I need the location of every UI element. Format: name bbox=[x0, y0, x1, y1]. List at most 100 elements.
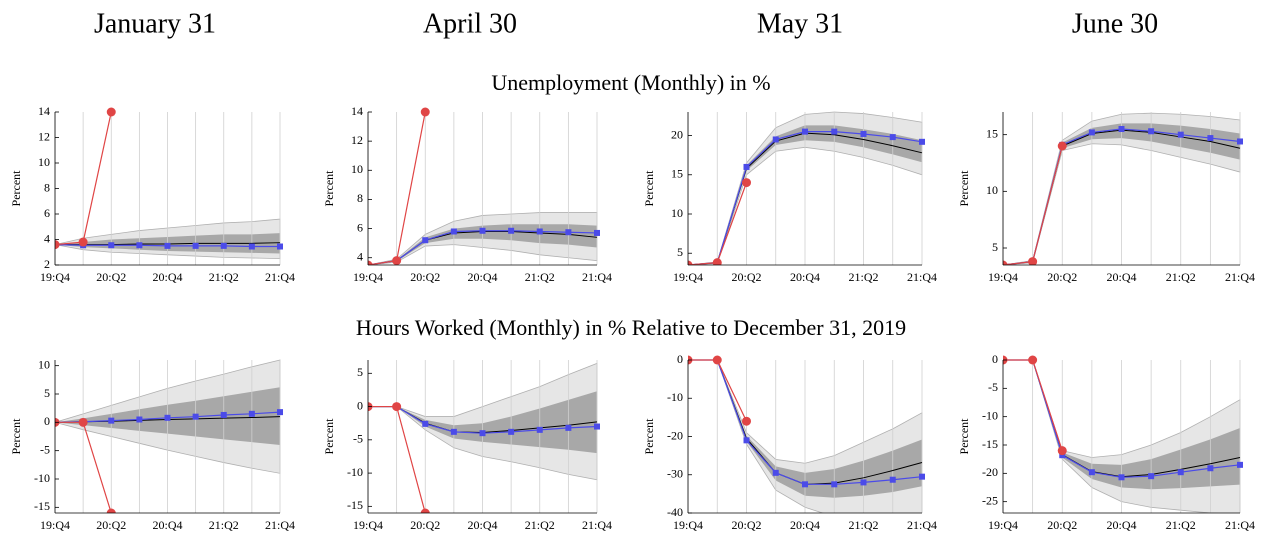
x-tick-label: 21:Q4 bbox=[1225, 270, 1255, 284]
marker bbox=[106, 107, 116, 117]
marker bbox=[450, 228, 457, 235]
marker bbox=[420, 107, 430, 117]
y-tick-label: -5 bbox=[988, 380, 998, 394]
panel: 5 10 15 19:Q4 20:Q2 20:Q4 21:Q2 21:Q4 Percent bbox=[957, 112, 1255, 284]
y-axis-label: Percent bbox=[9, 170, 23, 207]
x-tick-label: 20:Q4 bbox=[1107, 270, 1137, 284]
panel: 4 6 8 10 12 14 19:Q4 20:Q2 20:Q4 21:Q2 21:Q4 Percen… bbox=[322, 104, 612, 284]
marker bbox=[1177, 469, 1184, 476]
y-tick-label: -15 bbox=[982, 437, 998, 451]
y-tick-label: 8 bbox=[44, 180, 50, 194]
x-tick-label: 20:Q4 bbox=[790, 270, 820, 284]
y-tick-label: 5 bbox=[677, 245, 683, 259]
marker bbox=[420, 508, 430, 513]
marker bbox=[422, 420, 429, 427]
x-tick-label: 20:Q4 bbox=[1107, 518, 1137, 532]
x-tick-label: 20:Q2 bbox=[96, 518, 126, 532]
marker bbox=[743, 163, 750, 170]
marker bbox=[108, 417, 115, 424]
y-tick-label: 6 bbox=[44, 206, 50, 220]
band bbox=[688, 125, 922, 265]
marker bbox=[479, 227, 486, 234]
x-tick-label: 20:Q4 bbox=[153, 270, 183, 284]
marker bbox=[106, 508, 116, 513]
plot-area bbox=[368, 360, 600, 513]
plot-area bbox=[688, 111, 925, 265]
marker bbox=[1207, 135, 1214, 142]
x-tick-label: 20:Q2 bbox=[1047, 518, 1077, 532]
marker bbox=[1088, 469, 1095, 476]
marker bbox=[1148, 128, 1155, 135]
y-tick-label: 10 bbox=[351, 162, 363, 176]
y-tick-label: 12 bbox=[38, 129, 50, 143]
marker bbox=[688, 260, 693, 265]
x-tick-label: 19:Q4 bbox=[673, 270, 703, 284]
marker bbox=[831, 128, 838, 135]
marker bbox=[772, 136, 779, 143]
marker bbox=[860, 130, 867, 137]
x-tick-label: 20:Q2 bbox=[732, 270, 762, 284]
y-tick-label: -30 bbox=[667, 467, 683, 481]
x-tick-label: 20:Q2 bbox=[732, 518, 762, 532]
marker bbox=[479, 430, 486, 437]
y-tick-label: 0 bbox=[357, 398, 363, 412]
x-tick-label: 19:Q4 bbox=[353, 270, 383, 284]
marker bbox=[78, 417, 88, 427]
y-tick-label: -5 bbox=[40, 442, 50, 456]
marker bbox=[889, 134, 896, 141]
marker bbox=[831, 481, 838, 488]
x-tick-label: 21:Q4 bbox=[1225, 518, 1255, 532]
y-tick-label: 0 bbox=[677, 352, 683, 366]
marker bbox=[772, 469, 779, 476]
marker bbox=[860, 479, 867, 486]
marker bbox=[919, 138, 925, 145]
marker bbox=[368, 260, 373, 265]
marker bbox=[192, 413, 199, 420]
y-tick-label: 10 bbox=[986, 183, 998, 197]
marker bbox=[565, 424, 572, 431]
x-tick-label: 21:Q2 bbox=[209, 270, 239, 284]
marker bbox=[594, 423, 600, 430]
plot-area bbox=[1003, 112, 1243, 265]
marker bbox=[1237, 461, 1243, 468]
panel: 5 10 15 20 19:Q4 20:Q2 20:Q4 21:Q2 21:Q4 Percent bbox=[642, 111, 937, 284]
y-tick-label: 0 bbox=[44, 414, 50, 428]
x-tick-label: 21:Q2 bbox=[525, 270, 555, 284]
column-title: January 31 bbox=[94, 8, 216, 39]
panel: -25 -20 -15 -10 -5 0 19:Q4 20:Q2 20:Q4 21:Q2 21:Q4… bbox=[957, 352, 1255, 532]
marker bbox=[248, 410, 255, 417]
y-tick-label: 10 bbox=[38, 357, 50, 371]
marker bbox=[742, 416, 751, 426]
plot-area bbox=[688, 355, 925, 513]
marker bbox=[1207, 465, 1214, 472]
y-tick-label: -5 bbox=[353, 432, 363, 446]
x-tick-label: 19:Q4 bbox=[40, 518, 70, 532]
plot-area bbox=[368, 107, 600, 265]
y-tick-label: 12 bbox=[351, 133, 363, 147]
marker bbox=[743, 437, 750, 444]
marker bbox=[422, 237, 429, 244]
y-axis-label: Percent bbox=[322, 170, 336, 207]
x-tick-label: 21:Q2 bbox=[525, 518, 555, 532]
marker bbox=[192, 242, 199, 249]
marker bbox=[712, 355, 722, 365]
marker bbox=[277, 409, 283, 416]
x-tick-label: 20:Q4 bbox=[468, 270, 498, 284]
y-tick-label: 10 bbox=[38, 155, 50, 169]
y-tick-label: 0 bbox=[992, 352, 998, 366]
marker bbox=[164, 242, 171, 249]
y-tick-label: 4 bbox=[357, 249, 363, 263]
x-tick-label: 20:Q2 bbox=[1047, 270, 1077, 284]
marker bbox=[392, 402, 402, 412]
marker bbox=[1028, 355, 1038, 365]
marker bbox=[1118, 474, 1125, 481]
marker bbox=[508, 227, 515, 234]
y-tick-label: 6 bbox=[357, 220, 363, 234]
plot-area bbox=[55, 359, 283, 513]
y-tick-label: -10 bbox=[982, 408, 998, 422]
row-title: Hours Worked (Monthly) in % Relative to … bbox=[356, 315, 906, 340]
panel: -15 -10 -5 0 5 19:Q4 20:Q2 20:Q4 21:Q2 21:Q4 Perce… bbox=[322, 360, 612, 532]
marker bbox=[536, 426, 543, 433]
x-tick-label: 21:Q4 bbox=[907, 270, 937, 284]
y-tick-label: 14 bbox=[351, 104, 363, 118]
